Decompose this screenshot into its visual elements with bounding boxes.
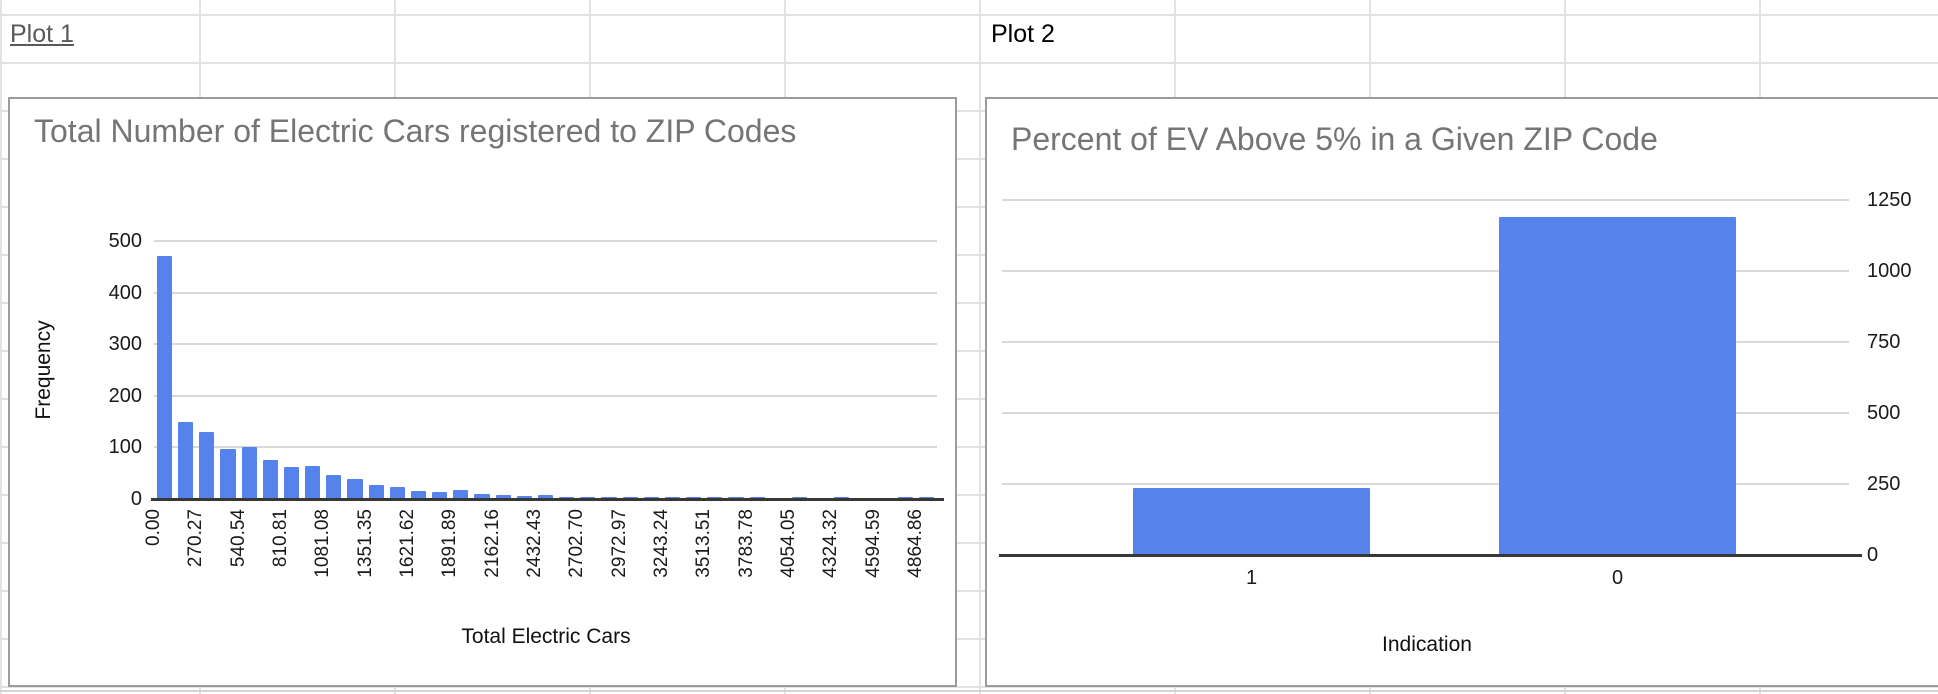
chart-gridline [154,343,937,346]
x-tick-label: 1081.08 [312,509,334,578]
histogram-bar[interactable] [368,485,384,499]
chart-gridline [154,291,937,294]
x-tick-label: 4324.32 [820,509,842,578]
y-tick-label: 0 [130,488,142,510]
histogram-bar[interactable] [410,490,427,499]
histogram-bar[interactable] [453,489,469,499]
histogram-bar[interactable] [283,467,300,499]
histogram-bar[interactable] [474,493,490,499]
histogram-bar[interactable] [241,446,257,499]
x-tick-label: 2162.16 [481,509,503,578]
histogram-bar[interactable] [495,494,511,499]
x-tick-label: 4054.05 [777,509,799,578]
x-tick-label: 3513.51 [693,509,715,578]
y-tick-label: 400 [108,281,142,304]
histogram-bar[interactable] [516,496,532,499]
chart-gridline [154,446,937,449]
x-tick-label: 270.27 [185,509,207,568]
plot1-chart-title: Total Number of Electric Cars registered… [34,113,797,149]
category-bar[interactable] [1499,217,1736,555]
histogram-bar[interactable] [262,459,278,499]
x-tick-label: 2972.97 [608,509,630,578]
sheet-left-edge-gridline [0,0,2,694]
chart-gridline [1002,270,1849,272]
x-tick-label: 3783.78 [735,509,757,578]
histogram-bar[interactable] [178,421,194,499]
y-tick-label: 500 [108,230,142,252]
x-tick-label: 2702.70 [566,509,588,578]
plot1-x-axis-title: Total Electric Cars [461,625,631,648]
histogram-bar[interactable] [220,448,236,499]
histogram-bar[interactable] [537,494,554,499]
sheet-bottom-gridline [0,690,1938,692]
histogram-bar[interactable] [389,487,405,499]
histogram-bar[interactable] [432,492,448,499]
histogram-bar[interactable] [326,475,342,499]
plot2-bar-chart[interactable]: Percent of EV Above 5% in a Given ZIP Co… [985,97,1938,687]
y-tick-label: 0 [1867,544,1879,566]
x-axis-line [999,554,1862,557]
plot1-plot-area: 0 100 200 300 400 500 0.00 270.27 540.54 810.81 10… [10,99,955,685]
category-bar[interactable] [1133,488,1370,555]
histogram-bar[interactable] [199,431,215,499]
y-tick-label: 250 [1867,473,1901,495]
y-tick-label: 300 [108,333,142,356]
x-category-label: 1 [1245,567,1258,589]
chart-gridline [1002,483,1849,485]
histogram-bar[interactable] [305,466,321,499]
x-tick-label: 3243.24 [650,509,672,578]
chart-gridline [1002,341,1849,343]
plot2-chart-title: Percent of EV Above 5% in a Given ZIP Co… [1011,121,1658,157]
x-tick-label: 810.81 [269,509,291,568]
y-tick-label: 100 [108,436,142,459]
x-tick-label: 540.54 [227,509,249,568]
y-tick-label: 1000 [1867,260,1912,282]
x-tick-label: 1891.89 [439,509,461,578]
plot1-histogram-chart[interactable]: Total Number of Electric Cars registered… [8,97,957,687]
y-tick-label: 500 [1867,402,1901,424]
x-tick-label: 1351.35 [354,509,376,578]
chart-gridline [1002,412,1849,414]
plot1-y-axis-title: Frequency [32,320,55,420]
chart-gridline [154,240,937,242]
y-tick-label: 200 [108,384,142,407]
chart-gridline [1002,199,1849,201]
plot2-plot-area: 0 250 500 750 1000 1250 1 0 [987,99,1938,685]
x-tick-label: 1621.62 [396,509,418,578]
x-category-label: 0 [1611,567,1624,589]
plot1-cell-link[interactable]: Plot 1 [10,20,74,48]
histogram-bar[interactable] [157,256,173,499]
plot2-cell-text[interactable]: Plot 2 [991,20,1055,48]
x-tick-label: 0.00 [143,509,164,546]
chart-gridline [154,394,937,397]
x-tick-label: 4864.86 [904,509,926,578]
x-tick-label: 4594.59 [862,509,884,578]
histogram-bar[interactable] [580,496,596,499]
plot2-x-axis-title: Indication [1382,633,1472,656]
x-axis-line [151,498,944,501]
y-tick-label: 1250 [1867,189,1912,211]
histogram-bar[interactable] [347,478,363,499]
x-tick-label: 2432.43 [523,509,545,578]
y-tick-label: 750 [1867,331,1901,353]
